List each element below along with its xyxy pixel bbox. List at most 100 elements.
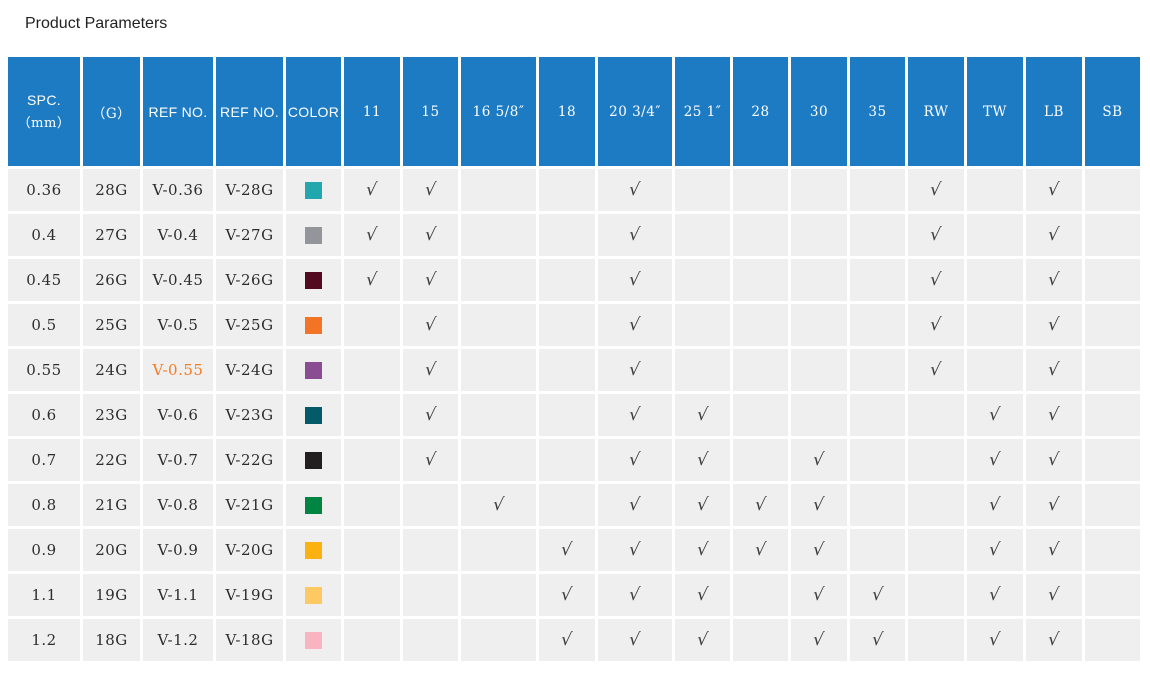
header-label: SPC. — [27, 92, 61, 108]
check-icon: √ — [628, 495, 642, 515]
cell-c16 — [461, 304, 539, 349]
cell-c35: √ — [850, 619, 908, 664]
header-cell-ref2: REF NO. — [216, 57, 286, 169]
cell-c11: √ — [344, 169, 403, 214]
table-head: SPC. （mm） （G） REF NO. REF NO. COLOR 11 15 16 5/8… — [8, 57, 1143, 169]
color-swatch — [305, 452, 322, 470]
cell-c25 — [675, 259, 733, 304]
cell-c16 — [461, 214, 539, 259]
table-row: 0.45 26G V-0.45 V-26G √ √ √ √ √ — [8, 259, 1143, 304]
product-table: SPC. （mm） （G） REF NO. REF NO. COLOR 11 15 16 5/8… — [8, 57, 1143, 664]
table-row: 0.8 21G V-0.8 V-21G √ √ √ √ √ √ √ — [8, 484, 1143, 529]
cell-color — [286, 484, 344, 529]
cell-c16 — [461, 529, 539, 574]
cell-rw — [908, 529, 967, 574]
cell-c15 — [403, 574, 461, 619]
cell-spc: 0.5 — [8, 304, 83, 349]
cell-c28 — [733, 439, 791, 484]
check-icon: √ — [988, 405, 1002, 425]
color-swatch — [305, 182, 322, 200]
cell-color — [286, 349, 344, 394]
cell-ref-no-1: V-0.4 — [143, 214, 216, 259]
cell-c11 — [344, 484, 403, 529]
cell-c15: √ — [403, 169, 461, 214]
check-icon: √ — [628, 405, 642, 425]
cell-c35 — [850, 214, 908, 259]
cell-c28: √ — [733, 484, 791, 529]
cell-ref-no-1[interactable]: V-0.55 — [143, 349, 216, 394]
cell-rw — [908, 484, 967, 529]
cell-tw: √ — [967, 529, 1026, 574]
check-icon: √ — [628, 315, 642, 335]
table-row: 1.2 18G V-1.2 V-18G √ √ √ √ √ √ √ — [8, 619, 1143, 664]
header-label: REF NO. — [148, 103, 208, 120]
cell-ref-no-1: V-0.5 — [143, 304, 216, 349]
table-row: 0.4 27G V-0.4 V-27G √ √ √ √ √ — [8, 214, 1143, 259]
cell-c16 — [461, 394, 539, 439]
cell-c11 — [344, 439, 403, 484]
cell-tw: √ — [967, 484, 1026, 529]
cell-ref-no-1: V-1.1 — [143, 574, 216, 619]
check-icon: √ — [695, 405, 710, 425]
header-cell-sb: SB — [1085, 57, 1143, 169]
cell-c35 — [850, 394, 908, 439]
check-icon: √ — [423, 315, 438, 335]
cell-sb — [1085, 439, 1143, 484]
cell-c20: √ — [598, 169, 675, 214]
check-icon: √ — [365, 225, 379, 245]
cell-c20: √ — [598, 484, 675, 529]
cell-c35 — [850, 484, 908, 529]
cell-sb — [1085, 214, 1143, 259]
cell-c30 — [791, 349, 850, 394]
header-cell-lb: LB — [1026, 57, 1085, 169]
check-icon: √ — [1047, 270, 1061, 290]
cell-color — [286, 439, 344, 484]
cell-c25 — [675, 169, 733, 214]
cell-c15: √ — [403, 394, 461, 439]
cell-ref-no-2: V-18G — [216, 619, 286, 664]
cell-c30 — [791, 169, 850, 214]
cell-sb — [1085, 259, 1143, 304]
cell-c30: √ — [791, 574, 850, 619]
check-icon: √ — [628, 360, 642, 380]
check-icon: √ — [812, 585, 826, 605]
cell-tw — [967, 259, 1026, 304]
cell-c20: √ — [598, 214, 675, 259]
cell-c28 — [733, 169, 791, 214]
cell-gauge: 27G — [83, 214, 143, 259]
table-row: 0.55 24G V-0.55 V-24G √ √ √ √ — [8, 349, 1143, 394]
header-label: 11 — [362, 103, 382, 120]
check-icon: √ — [1047, 360, 1061, 380]
cell-gauge: 21G — [83, 484, 143, 529]
cell-ref-no-2: V-19G — [216, 574, 286, 619]
cell-c18 — [539, 304, 598, 349]
cell-c35 — [850, 529, 908, 574]
cell-ref-no-2: V-20G — [216, 529, 286, 574]
check-icon: √ — [988, 585, 1002, 605]
header-label: SB — [1102, 103, 1123, 120]
table-row: 0.9 20G V-0.9 V-20G √ √ √ √ √ √ √ — [8, 529, 1143, 574]
cell-lb: √ — [1026, 619, 1085, 664]
cell-spc: 1.1 — [8, 574, 83, 619]
cell-rw: √ — [908, 259, 967, 304]
check-icon: √ — [695, 540, 710, 560]
cell-sb — [1085, 529, 1143, 574]
cell-c35 — [850, 349, 908, 394]
check-icon: √ — [560, 630, 574, 650]
cell-c25: √ — [675, 619, 733, 664]
cell-ref-no-1: V-0.7 — [143, 439, 216, 484]
cell-c18 — [539, 394, 598, 439]
cell-c11 — [344, 619, 403, 664]
cell-c20: √ — [598, 349, 675, 394]
check-icon: √ — [560, 540, 574, 560]
cell-ref-no-2: V-25G — [216, 304, 286, 349]
check-icon: √ — [988, 450, 1002, 470]
header-cell-c35: 35 — [850, 57, 908, 169]
check-icon: √ — [1047, 540, 1061, 560]
cell-tw: √ — [967, 574, 1026, 619]
cell-ref-no-1: V-0.8 — [143, 484, 216, 529]
cell-sb — [1085, 619, 1143, 664]
cell-rw — [908, 619, 967, 664]
header-cell-tw: TW — [967, 57, 1026, 169]
check-icon: √ — [929, 360, 943, 380]
